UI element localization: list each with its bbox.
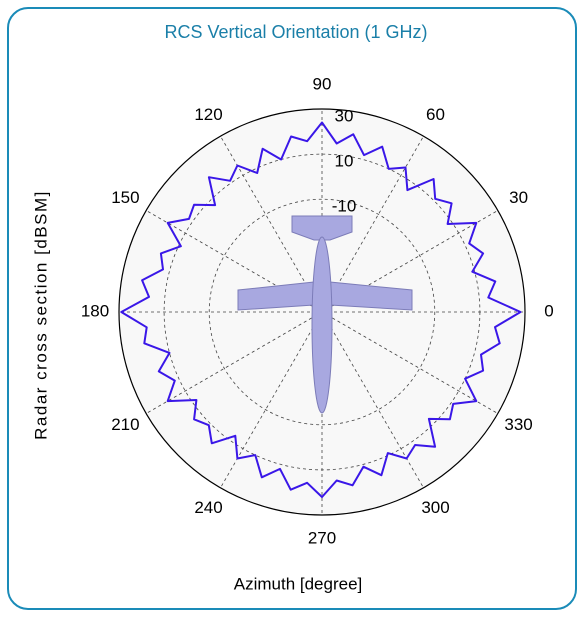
theta-tick-label: 90 [313, 74, 332, 93]
theta-tick-label: 330 [504, 415, 532, 434]
theta-tick-label: 300 [421, 498, 449, 517]
r-tick-label: -10 [332, 197, 357, 216]
theta-tick-label: 120 [194, 105, 222, 124]
airplane-fuselage [312, 237, 332, 413]
x-axis-label: Azimuth [degree] [234, 574, 363, 593]
theta-tick-label: 180 [81, 301, 109, 320]
theta-tick-label: 60 [426, 105, 445, 124]
theta-tick-label: 0 [544, 301, 553, 320]
chart: RCS Vertical Orientation (1 GHz) Azimuth… [0, 0, 584, 617]
y-axis-label: Radar cross section [dBSM] [31, 190, 50, 440]
theta-tick-label: 240 [194, 498, 222, 517]
theta-tick-label: 210 [111, 415, 139, 434]
theta-tick-label: 150 [111, 188, 139, 207]
chart-title: RCS Vertical Orientation (1 GHz) [164, 22, 427, 42]
r-tick-label: 30 [335, 106, 354, 125]
theta-tick-label: 270 [308, 528, 336, 547]
r-tick-label: 10 [335, 152, 354, 171]
theta-tick-label: 30 [509, 188, 528, 207]
